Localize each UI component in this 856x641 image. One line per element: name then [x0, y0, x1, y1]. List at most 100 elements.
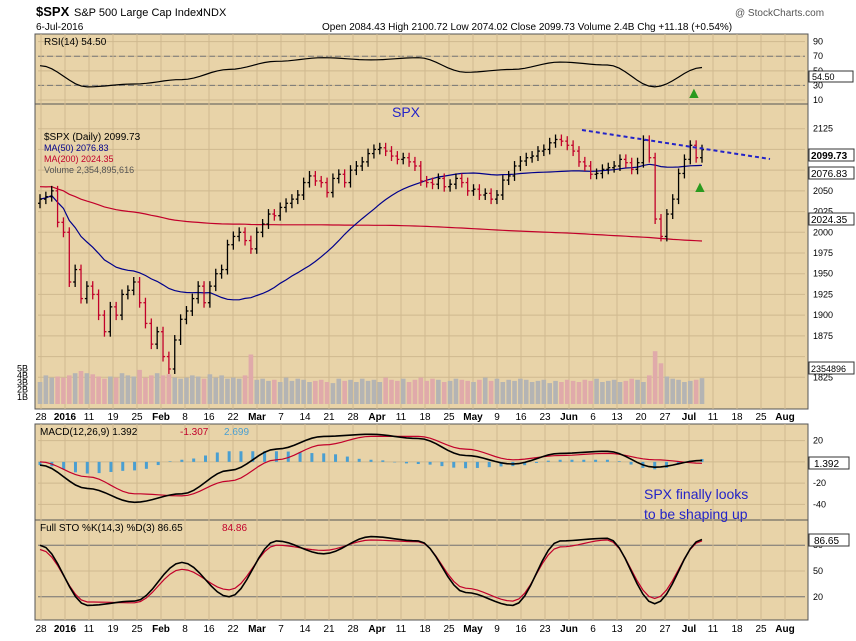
macd-y-tick: 20 [813, 436, 823, 446]
volume-bar [518, 378, 523, 404]
price-y-tick: 1925 [813, 289, 833, 299]
volume-bar [78, 371, 84, 404]
volume-legend: Volume 2,354,895,616 [44, 165, 134, 175]
volume-bar [447, 380, 453, 404]
price-y-tick: 1825 [813, 372, 833, 382]
macd-histogram-bar [582, 459, 586, 462]
x-axis-label: 23 [539, 412, 551, 423]
macd-histogram-bar [144, 461, 148, 469]
ma200-line [39, 186, 703, 242]
x-axis-label: 11 [84, 412, 95, 423]
macd-histogram-bar [440, 461, 444, 467]
volume-bar [307, 382, 312, 404]
price-y-tick: 2050 [813, 186, 833, 196]
macd-histogram-bar [239, 451, 243, 462]
volume-bar [236, 378, 242, 404]
x-axis-label: 25 [131, 624, 143, 635]
price-legend: $SPX (Daily) 2099.73 [44, 132, 141, 143]
chart-date: 6-Jul-2016 [36, 22, 84, 33]
volume-bar [406, 382, 412, 404]
sto-series [39, 535, 703, 607]
x-axis-label: Aug [775, 624, 794, 635]
macd-histogram-bar [416, 461, 420, 464]
x-axis-label: 18 [731, 624, 743, 635]
rsi-line [39, 57, 703, 88]
macd-histogram-bar [535, 461, 538, 463]
macd-histogram-bar [428, 461, 432, 465]
x-axis-label: 8 [182, 412, 188, 423]
volume-y-tick: 3B [17, 378, 28, 388]
macd-histogram-bar [605, 459, 609, 462]
volume-bar [348, 379, 353, 404]
rsi-y-tick: 30 [813, 80, 823, 90]
macd-histogram-bar [464, 461, 468, 469]
ma200-tag [808, 212, 855, 226]
macd-histogram-bar [73, 461, 77, 473]
symbol-title: $SPX [36, 4, 70, 19]
x-axis-label: 23 [539, 624, 551, 635]
x-axis-label: 19 [107, 624, 119, 635]
price-y-tick: 2000 [813, 227, 833, 237]
x-axis-label: 21 [323, 624, 335, 635]
macd-histogram-bar [192, 458, 196, 462]
volume-bar [137, 369, 142, 404]
volume-bar [418, 377, 424, 404]
volume-bar [301, 379, 306, 404]
macd-histogram-bar [168, 461, 172, 462]
x-axis-label: 18 [419, 412, 431, 423]
rsi-series [39, 57, 703, 88]
x-axis-label: 16 [515, 412, 527, 423]
sto-legend: Full STO %K(14,3) %D(3) 86.65 [40, 523, 183, 534]
macd-histogram-bar [523, 461, 527, 466]
x-axis-label: May [463, 412, 483, 423]
x-axis-labels-bottom: 28 2016 11 19 25 Feb 8 16 22 Mar 7 14 21 28 Apr 11 18 25 M… [35, 624, 794, 635]
x-axis-label: 13 [611, 412, 623, 423]
volume-bar [318, 379, 324, 404]
volume-bar [277, 382, 283, 404]
x-axis-label: 16 [203, 412, 215, 423]
price-y-tick: 2125 [813, 124, 833, 134]
volume-bar [354, 382, 359, 404]
x-axis-label: 25 [443, 624, 455, 635]
moving-averages [39, 163, 703, 301]
price-panel [34, 103, 809, 410]
volume-bar [605, 380, 611, 404]
price-y-tick: 2025 [813, 207, 833, 217]
macd-histogram-bar [97, 461, 101, 474]
volume-bar [506, 379, 511, 404]
volume-bar [342, 380, 347, 404]
volume-bar [195, 376, 201, 404]
volume-bar [547, 383, 552, 404]
ma50-line [39, 163, 703, 301]
rsi-up-arrow: ▲ [686, 85, 702, 102]
rsi-y-tick: 70 [813, 51, 823, 61]
close-price-tag [808, 148, 855, 162]
volume-bar [588, 380, 593, 404]
macd-histogram-bar [357, 458, 361, 462]
x-axis-label: Jul [682, 412, 697, 423]
volume-bar [248, 354, 254, 404]
x-axis-label: 28 [347, 624, 359, 635]
volume-bar [400, 378, 406, 404]
volume-bar [512, 380, 517, 404]
x-axis-label: 20 [635, 412, 647, 423]
sto-d-line [39, 539, 703, 604]
volume-bar [283, 377, 289, 404]
volume-bar [113, 377, 119, 404]
macd-histogram-bar [570, 459, 574, 462]
volume-bar [37, 382, 43, 404]
x-axis-label: 25 [755, 412, 767, 423]
volume-bar [611, 379, 617, 404]
macd-histogram-bar [121, 461, 125, 471]
volume-bar [371, 379, 377, 404]
note-line-2: to be shaping up [644, 506, 748, 522]
volume-bar [149, 375, 154, 404]
volume-bar [699, 378, 705, 404]
macd-histogram-bar [653, 461, 657, 470]
volume-bar [207, 374, 213, 404]
volume-y-tick: 1B [17, 392, 28, 402]
volume-bar [313, 380, 318, 404]
x-axis-label: 11 [708, 412, 719, 423]
volume-bar [90, 374, 96, 404]
macd-histogram-bar [452, 461, 456, 468]
